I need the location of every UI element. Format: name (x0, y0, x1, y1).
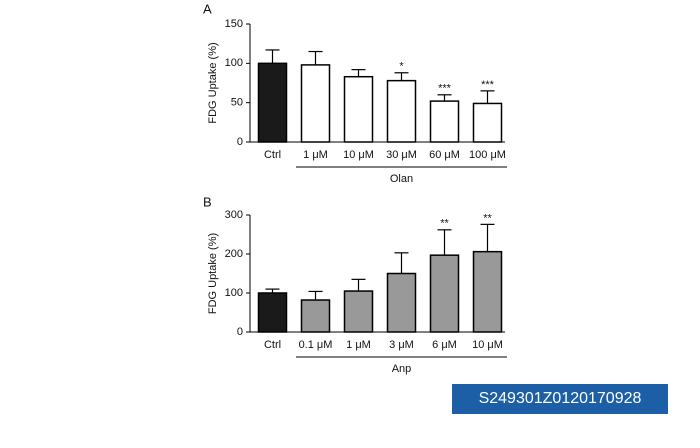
bar (429, 254, 460, 333)
x-tick-label: 100 μM (469, 149, 506, 161)
y-axis-label: FDG Uptake (%) (207, 233, 219, 314)
bar (386, 272, 417, 333)
x-tick-label: 6 μM (432, 339, 457, 351)
x-tick-label: 30 μM (386, 149, 417, 161)
bar (386, 79, 417, 143)
y-tick-label: 150 (225, 18, 243, 30)
y-tick-label: 100 (225, 57, 243, 69)
bar (472, 250, 503, 333)
y-tick-label: 0 (237, 326, 243, 338)
x-tick-label: 1 μM (346, 339, 371, 351)
product-id: S249301Z0120170928 (452, 384, 668, 414)
bar (257, 62, 288, 143)
significance: *** (481, 79, 495, 91)
x-tick-label: 10 μM (472, 339, 503, 351)
significance: ** (483, 212, 492, 224)
x-tick-label: 1 μM (303, 149, 328, 161)
bar (429, 100, 460, 143)
bar (343, 75, 374, 143)
y-tick-label: 0 (237, 136, 243, 148)
significance: * (399, 61, 404, 73)
x-tick-label: 60 μM (429, 149, 460, 161)
group-label: Anp (392, 363, 412, 375)
bar (472, 102, 503, 143)
bar (300, 64, 331, 143)
y-tick-label: 200 (225, 248, 243, 260)
y-tick-label: 100 (225, 287, 243, 299)
panel-label: B (203, 194, 212, 209)
x-tick-label: Ctrl (264, 339, 281, 351)
y-axis-label: FDG Uptake (%) (207, 42, 219, 123)
y-tick-label: 300 (225, 209, 243, 221)
x-tick-label: 0.1 μM (299, 339, 333, 351)
x-tick-label: 3 μM (389, 339, 414, 351)
significance: ** (440, 218, 449, 230)
y-tick-label: 50 (231, 97, 243, 109)
bar (300, 299, 331, 333)
bar (343, 290, 374, 333)
group-label: Olan (390, 173, 413, 185)
bar (257, 292, 288, 333)
panel-label: A (203, 1, 212, 16)
x-tick-label: 10 μM (343, 149, 374, 161)
x-tick-label: Ctrl (264, 149, 281, 161)
significance: *** (438, 83, 452, 95)
